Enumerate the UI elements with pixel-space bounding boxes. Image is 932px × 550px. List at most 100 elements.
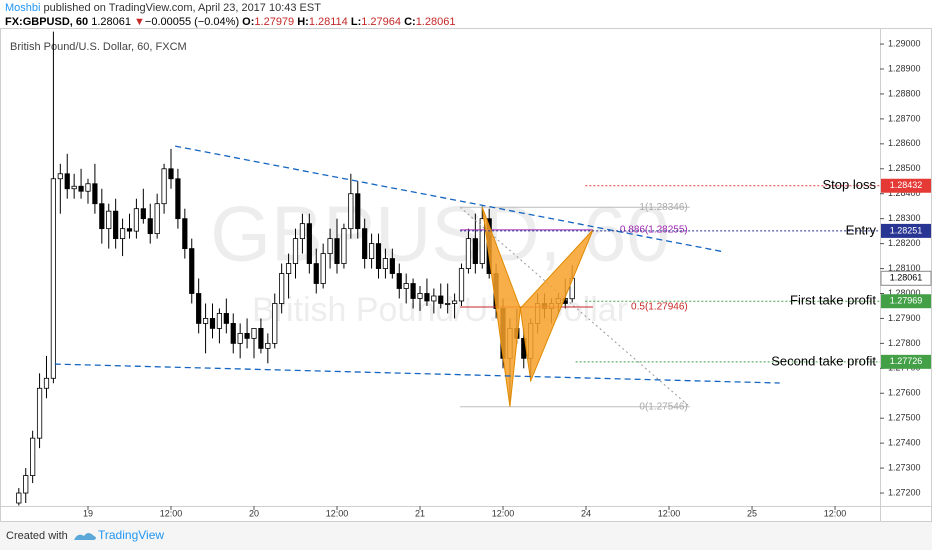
y-tick-label: 1.28400 (888, 188, 921, 198)
fib-label: 0.5(1.27946) (631, 302, 688, 313)
y-tick-label: 1.28900 (888, 63, 921, 73)
price-box-label: 1.28251 (890, 225, 923, 235)
l-value: 1.27964 (361, 16, 401, 28)
candle-body (424, 293, 430, 302)
trade-level-label: Second take profit (771, 353, 876, 368)
fib-label: 0(1.27546) (639, 401, 687, 412)
watermark: GBPUSD, 60 (210, 190, 670, 278)
candle-body (43, 377, 50, 389)
y-tick-label: 1.28600 (888, 138, 921, 148)
candle-body (119, 228, 126, 240)
candle-body (382, 258, 389, 269)
footer-bar (0, 522, 932, 550)
y-tick-label: 1.28800 (888, 88, 921, 98)
candle-body (306, 223, 312, 264)
candle-body (23, 475, 29, 494)
y-tick-label: 1.28300 (888, 213, 921, 223)
footer-created: Created with (6, 530, 68, 542)
candle-body (417, 293, 423, 299)
y-tick-label: 1.28700 (888, 113, 921, 123)
candle-body (292, 238, 299, 264)
candle-body (458, 268, 465, 302)
x-tick-label: 21 (415, 508, 425, 518)
candle-body (230, 323, 236, 344)
candle-body (113, 210, 119, 240)
candle-body (154, 203, 160, 235)
candle-body (299, 223, 306, 240)
x-tick-label: 12:00 (824, 508, 847, 518)
candle-body (99, 203, 105, 230)
fib-label: 1(1.28346) (639, 202, 687, 213)
header-line-2: FX:GBPUSD, 60 1.28061 ▼−0.00055 (−0.04%)… (5, 16, 455, 28)
c-label: C: (404, 16, 416, 28)
y-tick-label: 1.28000 (888, 288, 921, 298)
y-tick-label: 1.29000 (888, 38, 921, 48)
axes: 1.27200 1.27300 1.27400 1.27500 1.27600 1.277… (83, 38, 932, 518)
arrow: ▼ (134, 16, 145, 28)
candle-body (279, 273, 285, 304)
price-box (881, 354, 931, 369)
candle-body (92, 183, 98, 205)
last-price-label: 1.28061 (890, 273, 923, 283)
x-tick-label: 19 (83, 508, 93, 518)
pattern-xab (481, 207, 521, 407)
fib-diagonal (459, 206, 691, 408)
candle-body (362, 228, 368, 259)
y-tick-label: 1.27600 (888, 388, 921, 398)
h-label: H: (297, 16, 309, 28)
candle-body (251, 328, 257, 339)
candle-body (209, 318, 216, 329)
candle-body (368, 243, 375, 259)
symbol: FX:GBPUSD, 60 (5, 16, 88, 28)
o-label: O: (242, 16, 254, 28)
candle-body (327, 238, 333, 254)
candle-body (341, 228, 347, 264)
candle-body (106, 210, 112, 230)
pattern-bcd (519, 229, 594, 383)
o-value: 1.27979 (254, 16, 294, 28)
candle-body (175, 178, 181, 220)
candle-body (265, 342, 271, 349)
candle-body (396, 273, 402, 289)
chart-title: British Pound/U.S. Dollar, 60, FXCM (10, 41, 187, 53)
candle-body (272, 303, 278, 344)
candle-body (133, 208, 140, 232)
trade-level-label: Stop loss (823, 177, 877, 192)
candle-body (320, 253, 326, 284)
candle-body (36, 387, 43, 439)
y-tick-label: 1.27400 (888, 438, 921, 448)
l-label: L: (351, 16, 361, 28)
candle-body (348, 193, 354, 230)
y-tick-label: 1.28100 (888, 263, 921, 273)
price-box (881, 178, 931, 193)
y-tick-label: 1.28500 (888, 163, 921, 173)
change: −0.00055 (−0.04%) (145, 16, 239, 28)
trendline (54, 363, 780, 384)
y-tick-label: 1.27500 (888, 413, 921, 423)
footer-logo (74, 533, 96, 540)
price-box-label: 1.28432 (890, 180, 923, 190)
candle-body (223, 313, 229, 324)
candle-body (237, 332, 243, 344)
x-tick-label: 12:00 (492, 508, 515, 518)
candle-body (50, 178, 57, 379)
last-price-box (880, 270, 932, 286)
candle-body (57, 173, 63, 180)
author[interactable]: Moshbi (5, 2, 40, 14)
c-value: 1.28061 (416, 16, 456, 28)
footer-brand[interactable]: TradingView (98, 528, 164, 542)
candle-body (258, 328, 264, 349)
candle-body (16, 492, 22, 504)
x-tick-label: 24 (581, 508, 591, 518)
fib-label: 0.886(1.28255) (620, 225, 688, 236)
y-tick-label: 1.27800 (888, 338, 921, 348)
candle-body (30, 437, 36, 476)
candle-body (196, 293, 202, 324)
candle-body (182, 218, 188, 249)
candle-body (71, 185, 77, 190)
header-line-1: Moshbi published on TradingView.com, Apr… (5, 2, 321, 14)
trade-level-label: First take profit (790, 293, 876, 308)
x-tick-label: 25 (747, 508, 757, 518)
